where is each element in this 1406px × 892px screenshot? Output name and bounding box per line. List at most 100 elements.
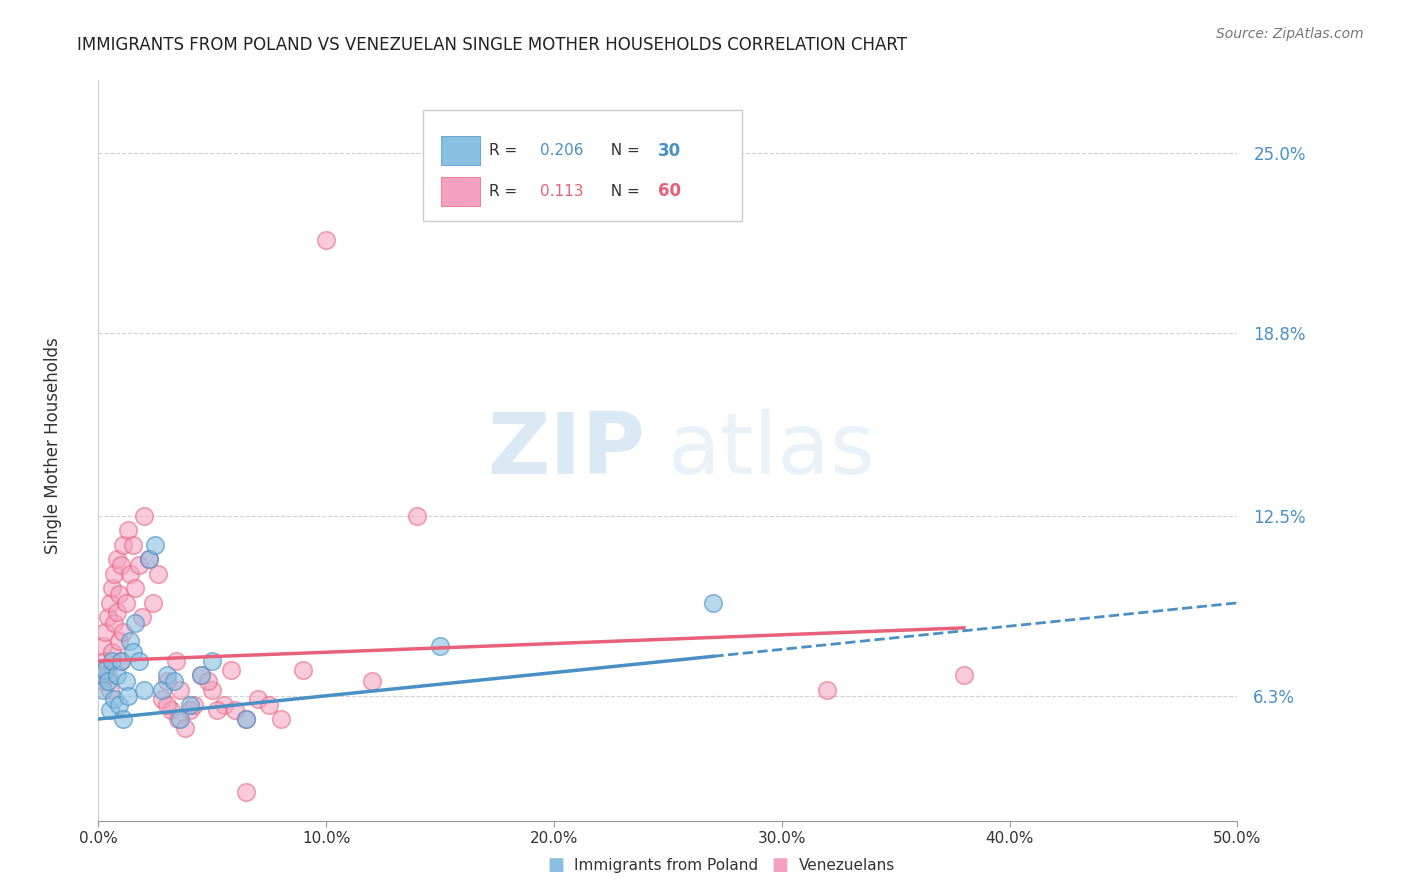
Text: R =: R = xyxy=(489,143,522,158)
Point xyxy=(150,683,173,698)
Point xyxy=(197,674,219,689)
Point xyxy=(201,683,224,698)
Point xyxy=(219,663,242,677)
Point xyxy=(212,698,235,712)
Point xyxy=(146,566,169,581)
Point xyxy=(91,683,114,698)
Point xyxy=(169,712,191,726)
Point xyxy=(121,645,143,659)
Point xyxy=(131,610,153,624)
Point xyxy=(91,640,114,654)
Text: 60: 60 xyxy=(658,182,681,201)
Point xyxy=(117,524,139,538)
Text: R =: R = xyxy=(489,184,527,199)
Point xyxy=(165,654,187,668)
Point xyxy=(179,698,201,712)
Text: 0.206: 0.206 xyxy=(540,143,583,158)
Point xyxy=(90,668,112,682)
Point xyxy=(124,616,146,631)
Point xyxy=(270,712,292,726)
Point xyxy=(105,552,128,566)
Point xyxy=(121,538,143,552)
Point xyxy=(162,674,184,689)
Point xyxy=(112,538,135,552)
Text: 30: 30 xyxy=(658,142,681,160)
Point xyxy=(138,552,160,566)
Text: ■: ■ xyxy=(772,856,789,874)
Point xyxy=(190,668,212,682)
Point xyxy=(292,663,315,677)
Text: ZIP: ZIP xyxy=(488,409,645,492)
Point xyxy=(108,633,131,648)
Point xyxy=(179,703,201,717)
Text: N =: N = xyxy=(600,143,644,158)
Point xyxy=(246,691,269,706)
Text: Single Mother Households: Single Mother Households xyxy=(45,338,62,554)
Point xyxy=(953,668,976,682)
Point xyxy=(94,663,117,677)
Point xyxy=(103,616,125,631)
Point xyxy=(815,683,838,698)
Point xyxy=(132,508,155,523)
Point xyxy=(429,640,451,654)
Point xyxy=(112,624,135,639)
Point xyxy=(156,698,179,712)
Point xyxy=(103,566,125,581)
Text: IMMIGRANTS FROM POLAND VS VENEZUELAN SINGLE MOTHER HOUSEHOLDS CORRELATION CHART: IMMIGRANTS FROM POLAND VS VENEZUELAN SIN… xyxy=(77,36,907,54)
Text: atlas: atlas xyxy=(668,409,876,492)
Point xyxy=(110,654,132,668)
Point xyxy=(205,703,228,717)
Point xyxy=(224,703,246,717)
Point xyxy=(101,654,124,668)
Point xyxy=(156,674,179,689)
Point xyxy=(124,582,146,596)
Point xyxy=(94,624,117,639)
Point xyxy=(235,784,257,798)
Point xyxy=(120,633,142,648)
Point xyxy=(360,674,382,689)
Point xyxy=(101,582,124,596)
Point xyxy=(110,654,132,668)
Text: Venezuelans: Venezuelans xyxy=(799,858,894,872)
Point xyxy=(128,558,150,573)
Point xyxy=(103,691,125,706)
Point xyxy=(94,654,117,668)
Point xyxy=(108,698,131,712)
Point xyxy=(235,712,257,726)
Point xyxy=(132,683,155,698)
Point xyxy=(235,712,257,726)
Point xyxy=(160,703,183,717)
Point xyxy=(128,654,150,668)
Point xyxy=(98,683,121,698)
Text: ■: ■ xyxy=(547,856,564,874)
Point xyxy=(167,712,190,726)
Point xyxy=(96,668,118,682)
Point xyxy=(114,674,136,689)
Text: 0.113: 0.113 xyxy=(540,184,583,199)
FancyBboxPatch shape xyxy=(441,136,479,165)
Text: Immigrants from Poland: Immigrants from Poland xyxy=(574,858,758,872)
FancyBboxPatch shape xyxy=(441,177,479,206)
Point xyxy=(96,674,118,689)
Point xyxy=(112,712,135,726)
Point xyxy=(90,663,112,677)
Point xyxy=(105,605,128,619)
Point xyxy=(145,538,167,552)
FancyBboxPatch shape xyxy=(423,110,742,221)
Point xyxy=(110,558,132,573)
Point xyxy=(98,596,121,610)
Point xyxy=(105,668,128,682)
Point xyxy=(96,610,118,624)
Point xyxy=(174,721,197,735)
Point xyxy=(169,683,191,698)
Point xyxy=(201,654,224,668)
Point xyxy=(114,596,136,610)
Text: N =: N = xyxy=(600,184,644,199)
Point xyxy=(183,698,205,712)
Point xyxy=(406,508,429,523)
Point xyxy=(702,596,724,610)
Point xyxy=(156,668,179,682)
Point xyxy=(108,587,131,601)
Point xyxy=(120,566,142,581)
Point xyxy=(117,689,139,703)
